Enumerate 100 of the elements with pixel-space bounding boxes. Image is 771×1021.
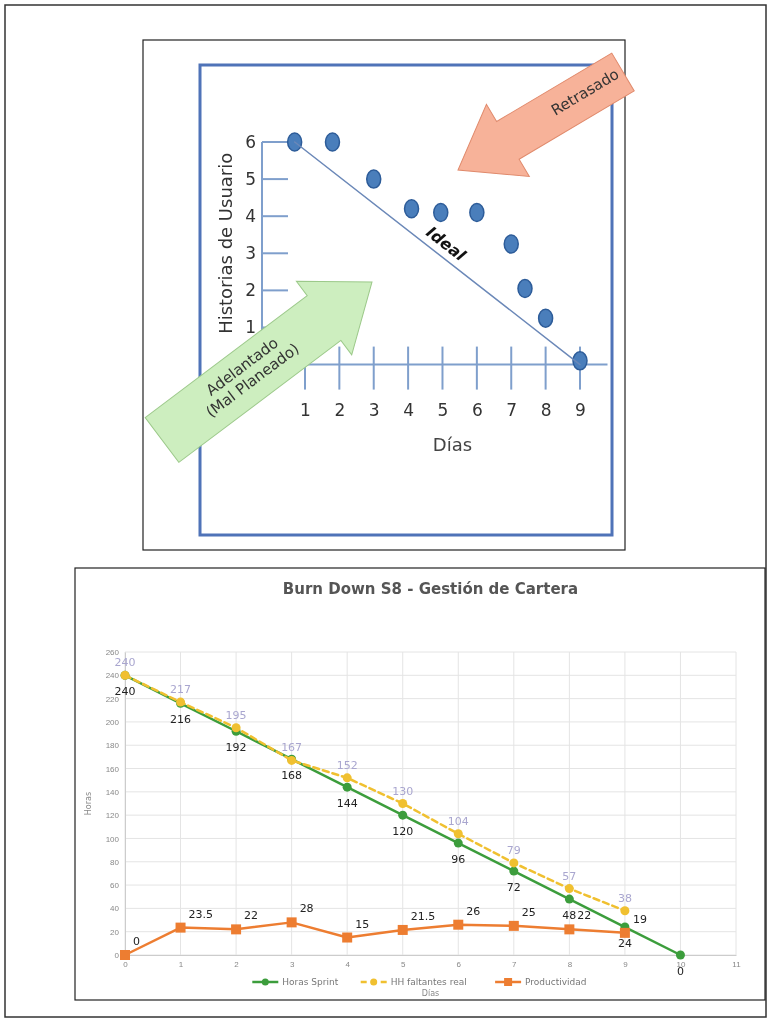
point: [398, 810, 408, 820]
x-tick-label: 0: [123, 959, 129, 969]
y-tick-label: 2: [245, 280, 256, 301]
y-tick-label: 5: [245, 169, 256, 190]
x-tick-label: 9: [575, 399, 586, 420]
x-tick-label: 8: [540, 399, 552, 420]
point: [342, 932, 353, 943]
y-tick-label: 0: [114, 951, 120, 961]
point: [517, 278, 533, 299]
x-tick-label: 5: [437, 399, 449, 420]
data-label: 24: [617, 936, 632, 950]
data-label: 217: [170, 683, 192, 697]
x-tick-label: 3: [289, 959, 295, 969]
y-tick-label: 20: [110, 927, 120, 937]
y-tick-label: 80: [110, 857, 120, 867]
data-label: 57: [562, 869, 577, 883]
x-tick-label: 6: [456, 959, 462, 969]
x-tick-label: 4: [403, 399, 415, 420]
y-tick-label: 3: [245, 243, 256, 264]
data-label: 130: [392, 784, 414, 798]
y-tick-label: 140: [105, 787, 120, 797]
data-label: 216: [170, 713, 192, 727]
x-axis-title: Días: [421, 989, 440, 998]
data-label: 38: [617, 891, 632, 905]
data-label: 79: [506, 843, 521, 857]
x-tick-label: 4: [345, 959, 351, 969]
point: [509, 858, 519, 868]
point: [403, 199, 420, 219]
y-tick-label: 1: [245, 317, 256, 338]
y-tick-label: 260: [105, 648, 120, 658]
x-tick-label: 7: [506, 399, 518, 420]
point: [175, 922, 186, 933]
data-label: 25: [521, 905, 536, 919]
data-label: 72: [506, 880, 521, 894]
y-axis-title: Historias de Usuario: [215, 152, 236, 334]
x-tick-label: 1: [300, 399, 311, 420]
point: [620, 906, 630, 916]
point: [564, 924, 575, 935]
point: [324, 132, 341, 152]
y-tick-label: 120: [105, 811, 120, 821]
data-label: 144: [336, 797, 358, 811]
data-label: 0: [133, 935, 140, 948]
data-label: 168: [281, 769, 303, 783]
y-tick-label: 40: [110, 904, 120, 914]
point: [286, 917, 297, 928]
y-tick-label: 100: [105, 834, 120, 844]
legend-label: HH faltantes real: [390, 977, 467, 988]
point: [537, 308, 554, 328]
x-tick-label: 11: [732, 959, 742, 969]
point: [572, 351, 588, 371]
data-label: 23.5: [188, 907, 214, 921]
y-tick-label: 160: [105, 764, 120, 774]
point: [469, 202, 485, 223]
point: [509, 866, 519, 876]
x-tick-label: 5: [401, 959, 406, 969]
point: [433, 202, 449, 223]
data-label: 96: [451, 852, 466, 866]
point: [453, 838, 463, 848]
point: [619, 927, 630, 938]
point: [564, 884, 574, 894]
data-label: 15: [355, 917, 370, 931]
chart-title: Burn Down S8 - Gestión de Cartera: [282, 580, 579, 598]
data-label: 26: [466, 904, 481, 918]
x-tick-label: 6: [471, 399, 483, 420]
data-label: 48: [562, 908, 577, 922]
y-tick-label: 4: [245, 206, 256, 227]
point: [453, 919, 464, 930]
point: [342, 782, 352, 792]
data-label: 22: [577, 909, 592, 923]
point: [342, 773, 352, 783]
y-tick-label: 180: [105, 741, 120, 751]
data-label: 192: [225, 741, 247, 755]
point: [503, 234, 519, 254]
point: [231, 924, 242, 935]
data-label: 19: [632, 912, 647, 926]
point: [564, 894, 574, 904]
data-label: 28: [299, 902, 314, 916]
point: [120, 950, 130, 960]
x-tick-label: 3: [368, 399, 380, 420]
x-tick-label: 8: [567, 959, 573, 969]
y-tick-label: 6: [245, 131, 256, 152]
x-tick-label: 9: [623, 959, 629, 969]
x-tick-label: 2: [334, 399, 346, 420]
point: [675, 950, 685, 960]
y-tick-label: 60: [110, 881, 120, 891]
point: [286, 132, 303, 152]
x-axis-title: Días: [432, 433, 473, 455]
x-tick-label: 7: [512, 959, 518, 969]
y-tick-label: 200: [105, 717, 120, 727]
legend-label: Horas Sprint: [282, 977, 339, 988]
y-axis-title: Horas: [84, 791, 93, 816]
data-label: 195: [225, 708, 247, 722]
y-tick-label: 240: [105, 671, 120, 681]
data-label: 120: [392, 825, 414, 838]
point: [397, 924, 408, 935]
point: [398, 799, 408, 808]
data-label: 167: [281, 741, 303, 755]
data-label: 22: [244, 909, 259, 923]
data-label: 21.5: [410, 909, 436, 923]
point: [508, 920, 519, 931]
